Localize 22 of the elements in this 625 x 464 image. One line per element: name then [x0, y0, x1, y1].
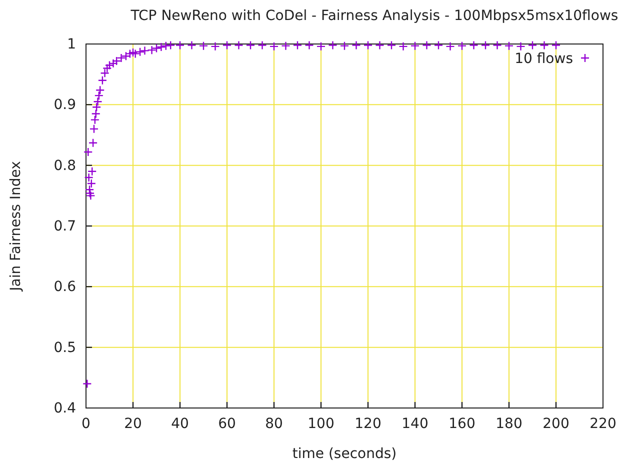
x-tick-label: 0 [82, 416, 90, 432]
x-axis-title: time (seconds) [292, 446, 397, 462]
y-tick-label: 0.9 [54, 97, 76, 114]
y-tick-label: 0.8 [54, 158, 76, 174]
x-tick-label: 100 [308, 416, 334, 432]
x-tick-label: 140 [402, 416, 428, 432]
x-tick-label: 160 [448, 416, 476, 432]
x-tick-label: 40 [171, 416, 189, 432]
x-tick-label: 80 [265, 416, 283, 432]
x-tick-label: 220 [590, 416, 616, 432]
x-tick-label: 20 [124, 416, 142, 432]
y-tick-label: 0.5 [54, 340, 76, 356]
y-tick-label: 0.7 [54, 218, 76, 234]
x-tick-label: 120 [354, 416, 382, 432]
x-tick-label: 180 [496, 416, 522, 432]
y-axis-title: Jain Fairness Index [8, 161, 24, 292]
x-tick-label: 200 [542, 416, 570, 432]
y-tick-label: 1 [67, 36, 76, 52]
y-tick-label: 0.4 [54, 400, 76, 416]
chart-title: TCP NewReno with CoDel - Fairness Analysis - 100Mbpsx5msx10flows [130, 8, 618, 24]
x-tick-label: 60 [218, 416, 236, 432]
y-tick-label: 0.6 [54, 279, 76, 296]
